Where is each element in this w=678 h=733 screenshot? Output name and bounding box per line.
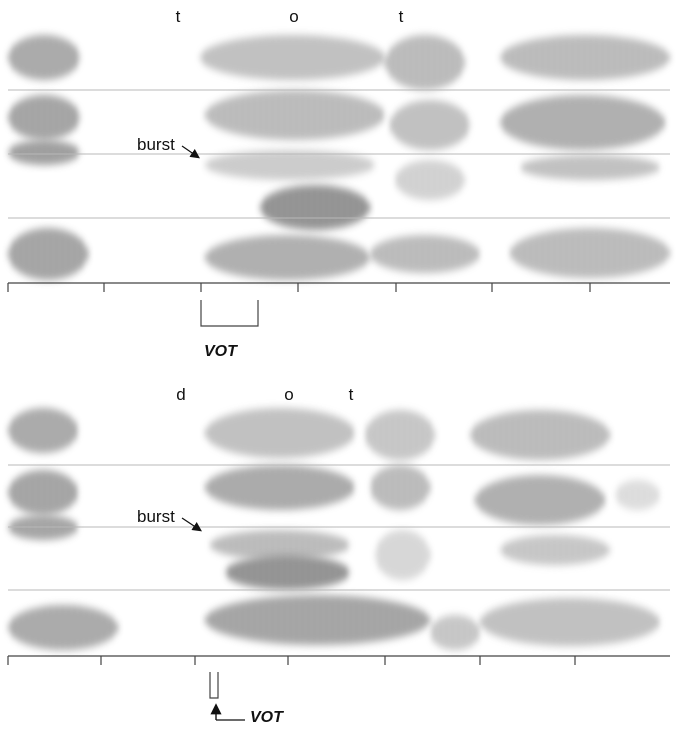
burst-label: burst — [137, 507, 175, 526]
formant-band — [385, 35, 465, 90]
formant-band — [500, 35, 670, 80]
segment-label: d — [176, 385, 185, 404]
segment-label: o — [289, 7, 298, 26]
formant-band — [205, 150, 375, 180]
segment-label: t — [349, 385, 354, 404]
vot-label: VOT — [250, 709, 284, 726]
formant-band — [520, 155, 660, 180]
formant-band — [260, 185, 370, 230]
spectrogram — [8, 408, 660, 650]
formant-band — [205, 408, 355, 458]
formant-band — [205, 595, 430, 645]
formant-band — [205, 465, 355, 510]
formant-band — [8, 408, 78, 453]
formant-band — [205, 90, 385, 140]
time-axis — [7, 282, 670, 292]
segment-label: t — [399, 7, 404, 26]
burst-label: burst — [137, 135, 175, 154]
spectrogram-panel: t o t burst VOT — [7, 7, 670, 360]
vot-label: VOT — [204, 343, 238, 360]
burst-arrow — [181, 145, 200, 159]
formant-band — [370, 465, 430, 510]
spectrogram — [8, 35, 670, 280]
formant-band — [375, 530, 430, 580]
formant-band — [470, 410, 610, 460]
formant-band — [370, 235, 480, 273]
formant-band — [8, 140, 80, 165]
formant-band — [210, 530, 350, 560]
vot-bracket — [200, 300, 259, 327]
formant-band — [480, 598, 660, 646]
formant-band — [395, 160, 465, 200]
spectrogram-panel: d o t burst VOT — [7, 385, 670, 726]
segment-label: t — [176, 7, 181, 26]
segment-label: o — [284, 385, 293, 404]
burst-arrow — [181, 517, 202, 532]
formant-band — [8, 228, 88, 280]
formant-band — [225, 555, 350, 590]
formant-band — [8, 605, 118, 650]
formant-band — [8, 35, 80, 80]
formant-band — [500, 535, 610, 565]
formant-band — [8, 470, 78, 515]
formant-band — [510, 228, 670, 278]
formant-band — [390, 100, 470, 150]
formant-band — [615, 480, 660, 510]
formant-band — [430, 615, 480, 650]
formant-band — [200, 35, 385, 80]
formant-band — [500, 95, 665, 150]
formant-band — [475, 475, 605, 525]
formant-band — [205, 235, 370, 280]
formant-band — [8, 95, 80, 140]
time-axis — [7, 655, 670, 665]
vot-bracket — [209, 672, 219, 699]
formant-band — [365, 410, 435, 460]
